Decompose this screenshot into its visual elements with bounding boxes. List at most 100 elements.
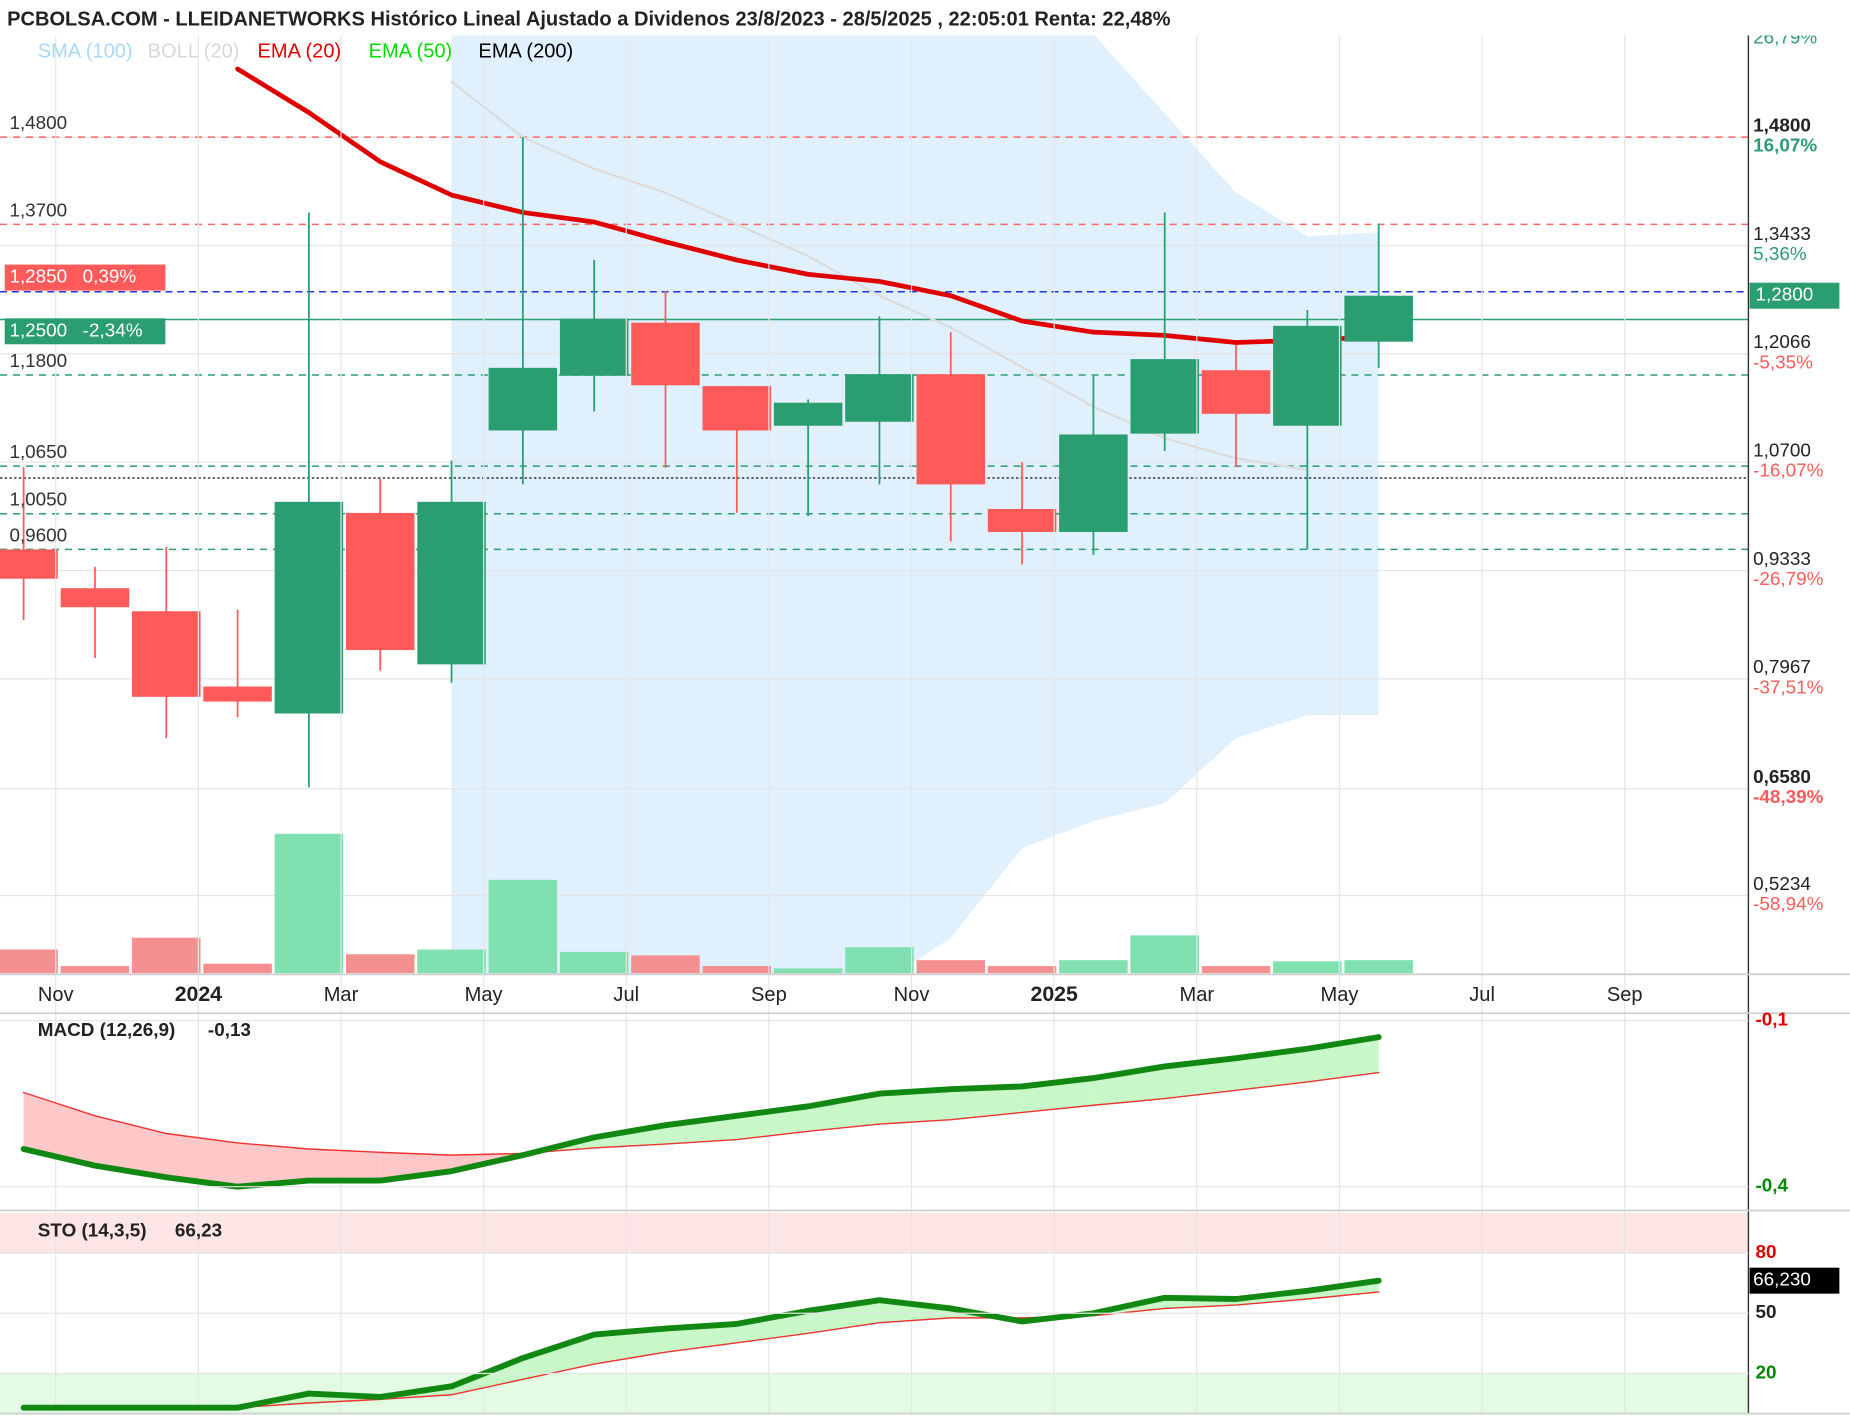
x-tick-label: Jul bbox=[613, 984, 639, 1006]
sto-fill bbox=[665, 1323, 737, 1353]
volume-bar bbox=[1130, 935, 1199, 974]
macd-fill bbox=[1236, 1048, 1308, 1091]
volume-bar bbox=[203, 963, 272, 974]
macd-fill bbox=[808, 1093, 880, 1132]
legend-entry: BOLL (20) bbox=[148, 40, 240, 62]
sto-zone bbox=[0, 1373, 1749, 1414]
x-tick-label: Sep bbox=[1607, 984, 1643, 1006]
x-tick-label: May bbox=[1320, 984, 1358, 1006]
y-tick-label: 1,3433 bbox=[1753, 224, 1811, 245]
chart-title: PCBOLSA.COM - LLEIDANETWORKS Histórico L… bbox=[7, 8, 1171, 30]
candle-body bbox=[488, 367, 558, 431]
y-tick-label: 0,6580 bbox=[1753, 767, 1811, 788]
macd-fill bbox=[308, 1149, 381, 1181]
macd-fill bbox=[665, 1115, 737, 1145]
macd-fill bbox=[879, 1089, 951, 1125]
sto-zone bbox=[0, 1212, 1749, 1254]
y-tick-pct: -5,35% bbox=[1753, 352, 1813, 373]
x-tick-label: Jul bbox=[1469, 984, 1495, 1006]
x-tick-label: Nov bbox=[38, 984, 74, 1006]
candle-body bbox=[702, 386, 772, 431]
volume-bar bbox=[1344, 960, 1413, 974]
candle-body bbox=[1273, 325, 1342, 426]
x-tick-label: Mar bbox=[1180, 984, 1215, 1006]
sto-label: STO (14,3,5) bbox=[38, 1221, 147, 1242]
x-tick-label: May bbox=[465, 984, 503, 1006]
candle-body bbox=[274, 501, 344, 714]
sto-k-line bbox=[20, 1277, 1382, 1411]
volume-bar bbox=[1201, 966, 1271, 974]
legend-entry: EMA (50) bbox=[369, 40, 453, 62]
macd-tick-label: -0,1 bbox=[1755, 1009, 1788, 1030]
volume-bar bbox=[773, 968, 843, 974]
macd-label: MACD (12,26,9) bbox=[38, 1020, 175, 1041]
volume-bar bbox=[1059, 960, 1128, 974]
volume-bar bbox=[0, 949, 58, 974]
y-tick-label: 1,2066 bbox=[1753, 332, 1811, 353]
candle-body bbox=[1344, 295, 1413, 342]
sto-fill bbox=[522, 1334, 595, 1380]
macd-fill bbox=[23, 1092, 95, 1166]
macd-fill bbox=[237, 1142, 309, 1187]
macd-value: -0,13 bbox=[208, 1020, 251, 1041]
volume-bar bbox=[488, 879, 558, 974]
legend-entry: EMA (20) bbox=[258, 40, 342, 62]
y-tick-label: 0,9333 bbox=[1753, 549, 1811, 570]
y-tick-pct: -37,51% bbox=[1753, 677, 1824, 698]
macd-fill bbox=[94, 1115, 167, 1178]
bollinger-band bbox=[451, 18, 1379, 975]
volume-bar bbox=[559, 951, 629, 974]
macd-fill bbox=[1164, 1058, 1237, 1099]
x-tick-label: Sep bbox=[751, 984, 787, 1006]
candle-body bbox=[916, 374, 986, 485]
ema-line bbox=[235, 66, 1382, 345]
volume-bar bbox=[417, 949, 486, 974]
macd-line bbox=[20, 1034, 1382, 1190]
candle-body bbox=[773, 402, 843, 426]
candle-body bbox=[0, 549, 58, 579]
y-tick-label: 1,0700 bbox=[1753, 441, 1811, 462]
candle-body bbox=[845, 374, 914, 422]
level-label: 0,9600 bbox=[9, 525, 67, 546]
y-tick-label: 0,7967 bbox=[1753, 657, 1811, 678]
candle-body bbox=[345, 512, 415, 651]
y-tick-label: 1,4800 bbox=[1753, 116, 1811, 137]
level-label: 1,0650 bbox=[9, 442, 67, 463]
volume-bar bbox=[1273, 961, 1342, 974]
sto-tick-label: 80 bbox=[1755, 1242, 1776, 1263]
x-tick-label: Nov bbox=[894, 984, 930, 1006]
level-label: 1,4800 bbox=[9, 113, 67, 134]
price-panel bbox=[0, 18, 1749, 975]
level-tag bbox=[4, 264, 166, 291]
volume-bar bbox=[702, 966, 772, 974]
y-tick-label: 0,5234 bbox=[1753, 874, 1811, 895]
level-label: 1,2500 bbox=[9, 320, 67, 341]
sto-value: 66,23 bbox=[175, 1221, 222, 1242]
y-tick-pct: -48,39% bbox=[1753, 787, 1824, 808]
level-pct: 0,39% bbox=[83, 267, 137, 288]
volume-bar bbox=[987, 966, 1057, 974]
price-tag bbox=[1749, 282, 1840, 309]
level-label: 1,2850 bbox=[9, 267, 67, 288]
y-tick-pct: 5,36% bbox=[1753, 244, 1807, 265]
sto-tick-label: 50 bbox=[1755, 1302, 1776, 1323]
volume-bar bbox=[845, 947, 914, 974]
title-bar bbox=[0, 0, 1850, 36]
y-tick-pct: 16,07% bbox=[1753, 136, 1817, 157]
sto-tick-label: 20 bbox=[1755, 1362, 1776, 1383]
candle-body bbox=[60, 588, 130, 608]
sto-fill bbox=[879, 1300, 951, 1323]
macd-signal-line bbox=[22, 1071, 1380, 1156]
candle-body bbox=[559, 318, 629, 376]
volume-bar bbox=[345, 954, 415, 974]
level-label: 1,1800 bbox=[9, 351, 67, 372]
x-tick-label: 2024 bbox=[175, 982, 222, 1006]
level-pct: -2,34% bbox=[83, 320, 143, 341]
macd-tick-label: -0,4 bbox=[1755, 1176, 1788, 1197]
legend-entry: EMA (200) bbox=[478, 40, 573, 62]
candle-body bbox=[417, 501, 486, 665]
volume-bar bbox=[60, 966, 130, 974]
